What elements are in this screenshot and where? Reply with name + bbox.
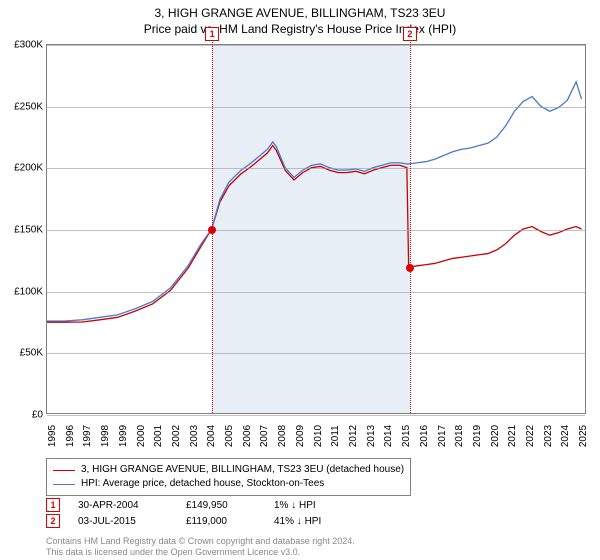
- event-dot: [406, 264, 414, 272]
- y-axis-label: £200K: [3, 163, 43, 174]
- x-axis-label: 2025: [578, 425, 589, 447]
- x-axis-label: 2004: [206, 425, 217, 447]
- x-axis-label: 2022: [525, 425, 536, 447]
- x-axis-label: 2015: [401, 425, 412, 447]
- legend-row-hpi: HPI: Average price, detached house, Stoc…: [53, 477, 404, 491]
- x-axis-label: 2018: [454, 425, 465, 447]
- x-axis-label: 1999: [118, 425, 129, 447]
- event-line: [212, 35, 213, 413]
- chart-lines-svg: [47, 45, 585, 413]
- x-axis-label: 2002: [171, 425, 182, 447]
- gridline-h: [47, 168, 585, 169]
- legend-row-property: 3, HIGH GRANGE AVENUE, BILLINGHAM, TS23 …: [53, 463, 404, 477]
- footer-line-2: This data is licensed under the Open Gov…: [46, 547, 355, 558]
- event-line: [410, 35, 411, 413]
- x-axis-label: 2000: [136, 425, 147, 447]
- y-axis-label: £300K: [3, 40, 43, 51]
- x-axis-label: 2012: [348, 425, 359, 447]
- x-axis-label: 2007: [259, 425, 270, 447]
- x-axis-label: 2006: [242, 425, 253, 447]
- x-axis-label: 2003: [189, 425, 200, 447]
- event-row-1: 1 30-APR-2004 £149,950 1% ↓ HPI: [46, 498, 364, 512]
- series-line-property: [47, 146, 582, 323]
- event-badge-2: 2: [46, 514, 60, 528]
- y-axis-label: £250K: [3, 101, 43, 112]
- chart-container: 3, HIGH GRANGE AVENUE, BILLINGHAM, TS23 …: [0, 0, 600, 560]
- x-axis-label: 1998: [100, 425, 111, 447]
- gridline-h: [47, 107, 585, 108]
- gridline-h: [47, 230, 585, 231]
- event-badge-1: 1: [46, 498, 60, 512]
- legend-label-hpi: HPI: Average price, detached house, Stoc…: [81, 477, 324, 491]
- x-axis-label: 2005: [224, 425, 235, 447]
- event-price-2: £119,000: [186, 516, 256, 527]
- gridline-h: [47, 415, 585, 416]
- legend-swatch-hpi: [53, 484, 75, 485]
- title-main: 3, HIGH GRANGE AVENUE, BILLINGHAM, TS23 …: [0, 6, 600, 20]
- event-badge-chart: 2: [403, 27, 417, 41]
- event-date-1: 30-APR-2004: [78, 500, 168, 511]
- event-diff-1: 1% ↓ HPI: [274, 500, 364, 511]
- event-badge-chart: 1: [205, 27, 219, 41]
- x-axis-label: 1997: [82, 425, 93, 447]
- chart-plot-area: £0£50K£100K£150K£200K£250K£300K199519961…: [46, 44, 586, 414]
- footer-line-1: Contains HM Land Registry data © Crown c…: [46, 536, 355, 547]
- x-axis-label: 2008: [277, 425, 288, 447]
- x-axis-label: 2019: [472, 425, 483, 447]
- y-axis-label: £0: [3, 410, 43, 421]
- x-axis-label: 2010: [313, 425, 324, 447]
- x-axis-label: 2001: [153, 425, 164, 447]
- y-axis-label: £100K: [3, 286, 43, 297]
- legend-label-property: 3, HIGH GRANGE AVENUE, BILLINGHAM, TS23 …: [81, 463, 404, 477]
- x-axis-label: 2016: [419, 425, 430, 447]
- events-table: 1 30-APR-2004 £149,950 1% ↓ HPI 2 03-JUL…: [46, 498, 364, 530]
- x-axis-label: 2013: [366, 425, 377, 447]
- x-axis-label: 2017: [437, 425, 448, 447]
- footer: Contains HM Land Registry data © Crown c…: [46, 536, 355, 558]
- gridline-h: [47, 292, 585, 293]
- legend-swatch-property: [53, 470, 75, 471]
- event-price-1: £149,950: [186, 500, 256, 511]
- y-axis-label: £150K: [3, 225, 43, 236]
- event-row-2: 2 03-JUL-2015 £119,000 41% ↓ HPI: [46, 514, 364, 528]
- x-axis-label: 2011: [330, 425, 341, 447]
- x-axis-label: 2021: [507, 425, 518, 447]
- gridline-h: [47, 45, 585, 46]
- x-axis-label: 1996: [65, 425, 76, 447]
- title-sub: Price paid vs. HM Land Registry's House …: [0, 22, 600, 36]
- legend-box: 3, HIGH GRANGE AVENUE, BILLINGHAM, TS23 …: [46, 458, 411, 496]
- x-axis-label: 2020: [490, 425, 501, 447]
- x-axis-label: 2009: [295, 425, 306, 447]
- series-line-hpi: [47, 82, 582, 321]
- event-date-2: 03-JUL-2015: [78, 516, 168, 527]
- title-block: 3, HIGH GRANGE AVENUE, BILLINGHAM, TS23 …: [0, 0, 600, 36]
- y-axis-label: £50K: [3, 348, 43, 359]
- x-axis-label: 1995: [47, 425, 58, 447]
- x-axis-label: 2014: [383, 425, 394, 447]
- event-dot: [208, 226, 216, 234]
- event-diff-2: 41% ↓ HPI: [274, 516, 364, 527]
- x-axis-label: 2024: [560, 425, 571, 447]
- gridline-h: [47, 353, 585, 354]
- x-axis-label: 2023: [543, 425, 554, 447]
